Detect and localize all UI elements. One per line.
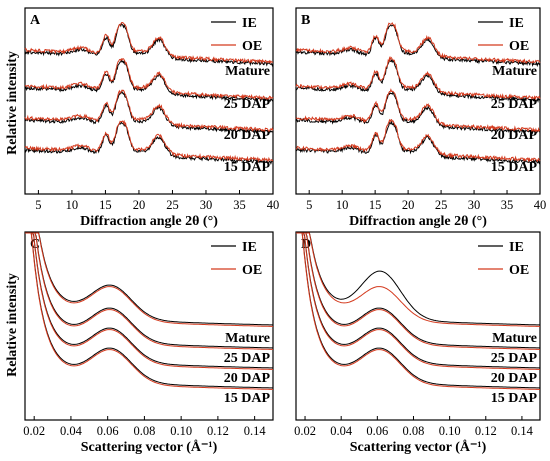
y-axis-label-top: Relative intensity [5, 51, 20, 155]
curve-oe-15-dap [25, 232, 274, 390]
x-tick-label: 5 [306, 198, 312, 212]
panels-group: A 5 10 15 20 25 30 35 40 Diffraction angle 2θ (°)… [23, 7, 547, 455]
curve-ie-mature [296, 232, 541, 326]
curve-oe-mature [295, 22, 541, 64]
x-tick-label: 0.12 [475, 424, 497, 438]
curve-ie-20-dap [24, 91, 273, 134]
legend-label-ie: IE [242, 16, 257, 31]
sample-label: Mature [492, 64, 537, 79]
curve-oe-15-dap [296, 232, 541, 390]
curve-ie-15-dap [295, 119, 541, 165]
x-tick-label: 0.10 [170, 424, 192, 438]
panel-d: D0.02 0.04 0.06 0.08 0.10 0.12 0.14Scattering … [294, 231, 541, 455]
x-tick-label: 0.14 [244, 424, 267, 438]
sample-label: Mature [492, 331, 537, 346]
x-tick-label: 15 [369, 198, 382, 212]
legend-label-oe: OE [509, 263, 529, 278]
x-tick-label: 40 [534, 198, 547, 212]
curve-oe-25-dap [24, 58, 274, 101]
curve-ie-25-dap [296, 232, 541, 349]
legend-label-ie: IE [509, 240, 524, 255]
x-tick-label: 25 [166, 198, 179, 212]
x-axis-label: Diffraction angle 2θ (°) [349, 214, 487, 229]
panel-c: C0.02 0.04 0.06 0.08 0.10 0.12 0.14Scattering … [23, 231, 274, 455]
x-tick-label: 30 [468, 198, 481, 212]
x-tick-label: 15 [99, 198, 112, 212]
curve-oe-15-dap [24, 119, 274, 163]
x-tick-label: 0.06 [97, 424, 119, 438]
panel-letter: B [301, 13, 310, 28]
x-tick-label: 30 [200, 198, 213, 212]
curve-oe-15-dap [295, 118, 541, 163]
curve-oe-25-dap [296, 232, 541, 350]
curve-ie-25-dap [295, 58, 541, 103]
x-tick-label: 5 [35, 198, 41, 212]
x-axis-label: Scattering vector (Å⁻¹) [81, 439, 218, 455]
curve-ie-mature [24, 22, 274, 67]
sample-label: 15 DAP [224, 160, 271, 175]
x-axis-label: Diffraction angle 2θ (°) [80, 214, 218, 229]
curve-oe-20-dap [24, 89, 274, 132]
curve-ie-20-dap [295, 90, 541, 135]
x-axis-label: Scattering vector (Å⁻¹) [350, 439, 487, 455]
curve-oe-20-dap [295, 88, 541, 133]
curve-ie-15-dap [24, 121, 274, 166]
x-tick-label: 20 [133, 198, 146, 212]
x-tick-label: 35 [233, 198, 246, 212]
x-tick-label: 0.02 [294, 424, 316, 438]
sample-label: Mature [225, 64, 270, 79]
panel-a: A 5 10 15 20 25 30 35 40 Diffraction angle 2θ (°)… [24, 7, 280, 229]
sample-label: 15 DAP [491, 391, 538, 406]
panel-letter: A [30, 13, 41, 28]
legend-label-oe: OE [242, 263, 262, 278]
x-tick-label: 10 [336, 198, 349, 212]
curve-ie-25-dap [25, 232, 274, 349]
legend-label-ie: IE [242, 240, 257, 255]
legend-label-oe: OE [509, 39, 529, 54]
x-tick-label: 0.10 [439, 424, 461, 438]
curve-oe-mature [24, 21, 273, 65]
sample-label: 20 DAP [491, 371, 538, 386]
curve-oe-25-dap [25, 232, 274, 350]
plot-frame [295, 7, 541, 195]
sample-label: 15 DAP [491, 160, 538, 175]
x-tick-label: 0.06 [366, 424, 388, 438]
curve-ie-25-dap [24, 58, 274, 103]
curve-oe-20-dap [296, 232, 541, 370]
x-tick-label: 0.08 [133, 424, 155, 438]
sample-label: Mature [225, 331, 270, 346]
curve-oe-mature [296, 232, 541, 327]
curve-ie-mature [296, 24, 541, 68]
x-tick-label: 10 [66, 198, 79, 212]
curve-ie-20-dap [25, 232, 274, 369]
x-tick-label: 0.14 [511, 424, 534, 438]
x-tick-label: 0.04 [330, 424, 353, 438]
curve-oe-20-dap [25, 232, 274, 370]
curve-oe-mature [25, 232, 274, 327]
curve-ie-20-dap [296, 232, 541, 369]
x-tick-label: 20 [402, 198, 415, 212]
panel-b: B 5 10 15 20 25 30 35 40 Diffraction angle 2θ (°)… [295, 7, 547, 229]
x-tick-label: 35 [501, 198, 514, 212]
sample-label: 25 DAP [491, 351, 538, 366]
x-tick-label: 25 [435, 198, 448, 212]
legend-label-ie: IE [509, 16, 524, 31]
x-tick-label: 0.02 [23, 424, 45, 438]
x-tick-label: 40 [267, 198, 280, 212]
curve-oe-25-dap [295, 56, 541, 101]
sample-label: 20 DAP [224, 371, 271, 386]
curve-ie-mature [25, 232, 274, 326]
x-tick-label: 0.08 [403, 424, 425, 438]
sample-label: 15 DAP [224, 391, 271, 406]
curve-ie-15-dap [296, 232, 541, 389]
sample-label: 25 DAP [224, 97, 271, 112]
curve-ie-15-dap [25, 232, 274, 389]
y-axis-label-bottom: Relative intensity [5, 273, 20, 377]
x-tick-label: 0.12 [207, 424, 229, 438]
sample-label: 25 DAP [224, 351, 271, 366]
x-tick-label: 0.04 [60, 424, 83, 438]
legend-label-oe: OE [242, 39, 262, 54]
plot-frame [24, 7, 274, 195]
